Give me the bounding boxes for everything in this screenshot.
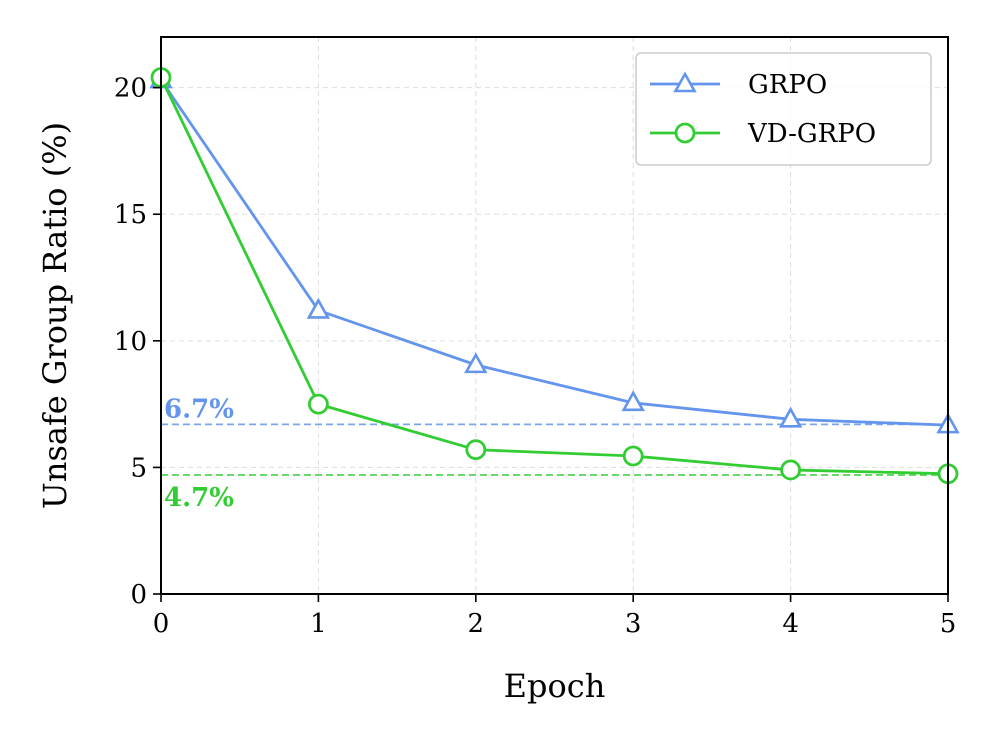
- data-point: [778, 406, 803, 428]
- legend-marker: [673, 71, 697, 93]
- x-tick-label: 3: [625, 609, 642, 639]
- plot-frame: [160, 36, 949, 595]
- series-line: [159, 79, 949, 427]
- legend-label: VD-GRPO: [747, 119, 876, 149]
- series-line: [159, 76, 949, 476]
- x-tick-label: 4: [782, 609, 799, 639]
- data-point: [464, 352, 488, 374]
- ticks: 0 1 2 3 4 5 0 5 10 15 20: [114, 74, 956, 639]
- reference-lines: 6.7% 4.7%: [161, 394, 948, 513]
- reference-label: 4.7%: [164, 483, 234, 513]
- x-tick-label: 0: [153, 609, 170, 639]
- x-tick-label: 1: [310, 609, 327, 639]
- legend-label: GRPO: [748, 70, 827, 100]
- data-point: [307, 393, 329, 415]
- x-tick-label: 2: [468, 609, 485, 639]
- x-tick-label: 5: [940, 609, 957, 639]
- legend-box: [635, 52, 932, 166]
- data-point: [621, 390, 645, 412]
- legend: GRPO VD-GRPO: [635, 52, 932, 166]
- data-point: [465, 439, 487, 461]
- data-point: [780, 459, 801, 481]
- data-point: [622, 445, 644, 467]
- data-point: [306, 297, 331, 319]
- y-tick-label: 10: [114, 327, 147, 357]
- y-tick-label: 5: [130, 453, 147, 483]
- y-tick-label: 20: [114, 74, 147, 104]
- y-tick-label: 0: [130, 580, 147, 610]
- legend-marker: [674, 122, 696, 144]
- reference-label: 6.7%: [164, 394, 234, 424]
- x-axis-title: Epoch: [504, 667, 606, 705]
- y-axis-title: Unsafe Group Ratio (%): [36, 122, 74, 509]
- y-tick-label: 15: [114, 200, 147, 230]
